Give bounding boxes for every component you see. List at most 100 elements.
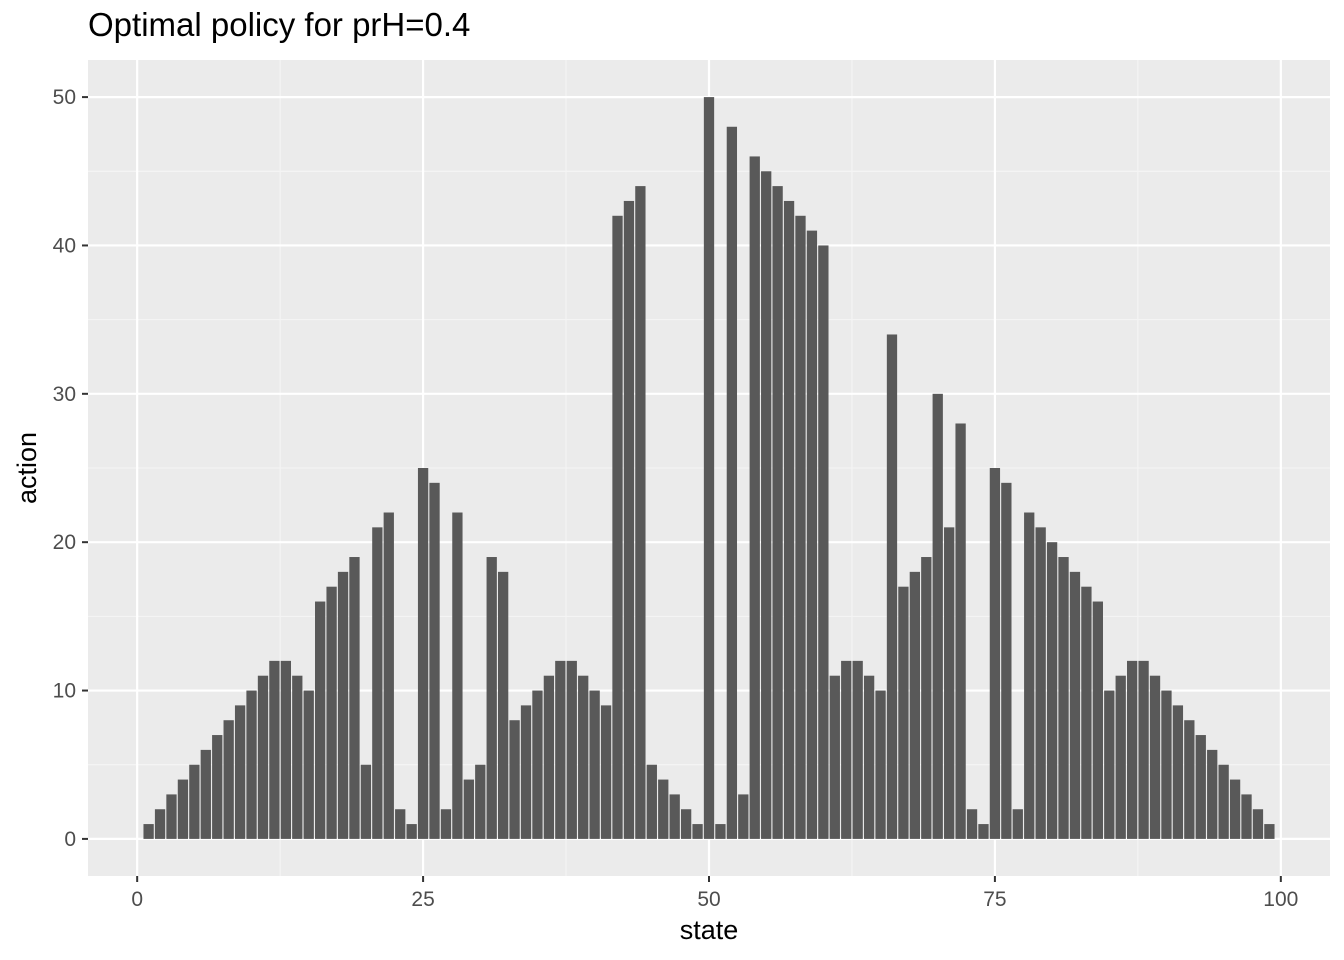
bar <box>806 230 818 839</box>
bar <box>978 824 989 839</box>
bar <box>1252 809 1264 839</box>
bar <box>1046 542 1058 839</box>
bar <box>1241 794 1252 839</box>
bar <box>795 215 806 839</box>
bar <box>1229 779 1241 839</box>
bar <box>818 245 829 839</box>
bar <box>1172 705 1184 839</box>
bar <box>543 675 555 839</box>
bar <box>1195 735 1206 839</box>
bar <box>1104 690 1115 839</box>
bar <box>898 586 909 839</box>
bar <box>749 156 760 839</box>
bar <box>772 186 783 839</box>
bar <box>955 423 966 839</box>
bar <box>715 824 726 839</box>
bar <box>520 705 532 839</box>
bar <box>966 809 978 839</box>
bar <box>944 527 955 839</box>
bar <box>234 705 246 839</box>
bar <box>600 705 612 839</box>
bars <box>143 97 1275 839</box>
bar <box>315 601 326 839</box>
bar <box>1149 675 1161 839</box>
y-tick-label: 40 <box>53 234 76 257</box>
bar <box>852 660 863 839</box>
bar <box>589 690 600 839</box>
bar <box>783 200 795 839</box>
bar <box>1184 720 1195 839</box>
bar <box>1127 660 1138 839</box>
bar <box>532 690 543 839</box>
bar <box>1069 571 1081 839</box>
x-tick-label: 75 <box>983 888 1006 911</box>
chart-title: Optimal policy for prH=0.4 <box>88 6 471 43</box>
bar <box>1035 527 1046 839</box>
bar <box>578 675 589 839</box>
x-tick-label: 100 <box>1263 888 1298 911</box>
bar <box>863 675 875 839</box>
bar <box>738 794 749 839</box>
bar <box>669 794 680 839</box>
bar <box>680 809 692 839</box>
y-tick-label: 50 <box>53 86 76 109</box>
bar <box>692 824 703 839</box>
bar <box>1081 586 1092 839</box>
bar <box>154 809 166 839</box>
bar <box>406 824 417 839</box>
bar <box>212 735 223 839</box>
bar <box>452 512 463 839</box>
bar <box>166 794 177 839</box>
x-tick-label: 50 <box>697 888 720 911</box>
bar <box>612 215 623 839</box>
bar <box>703 97 715 839</box>
bar <box>841 660 852 839</box>
bar <box>1092 601 1103 839</box>
bar <box>383 512 394 839</box>
bar <box>200 749 211 839</box>
y-tick-label: 0 <box>64 828 76 851</box>
bar <box>623 200 635 839</box>
bar <box>177 779 189 839</box>
bar <box>875 690 886 839</box>
bar <box>417 468 429 839</box>
bar <box>509 720 520 839</box>
bar <box>1001 482 1012 839</box>
bar <box>989 468 1001 839</box>
bar <box>1058 557 1069 839</box>
bar <box>486 557 497 839</box>
bar <box>223 720 234 839</box>
x-axis-title: state <box>680 915 739 945</box>
y-tick-label: 30 <box>53 383 76 406</box>
bar <box>566 660 577 839</box>
bar <box>372 527 383 839</box>
bar <box>658 779 669 839</box>
bar <box>257 675 269 839</box>
axes: 0 25 50 75 100 0 10 20 30 40 50 <box>53 86 1299 911</box>
bar <box>395 809 406 839</box>
bar <box>360 764 372 839</box>
bar <box>1264 824 1275 839</box>
bar <box>1218 764 1229 839</box>
bar <box>349 557 360 839</box>
bar <box>829 675 840 839</box>
bar <box>440 809 452 839</box>
bar <box>932 393 943 839</box>
bar <box>761 171 772 839</box>
bar <box>1012 809 1023 839</box>
bar <box>886 334 898 839</box>
y-tick-label: 10 <box>53 680 76 703</box>
bar <box>337 571 349 839</box>
bar <box>463 779 474 839</box>
bar <box>246 690 257 839</box>
y-axis-title: action <box>12 432 42 504</box>
bar <box>475 764 486 839</box>
bar <box>269 660 280 839</box>
bar <box>1161 690 1172 839</box>
bar <box>497 571 509 839</box>
bar <box>292 675 303 839</box>
bar <box>909 571 921 839</box>
x-tick-label: 25 <box>411 888 434 911</box>
bar <box>303 690 314 839</box>
bar <box>189 764 200 839</box>
